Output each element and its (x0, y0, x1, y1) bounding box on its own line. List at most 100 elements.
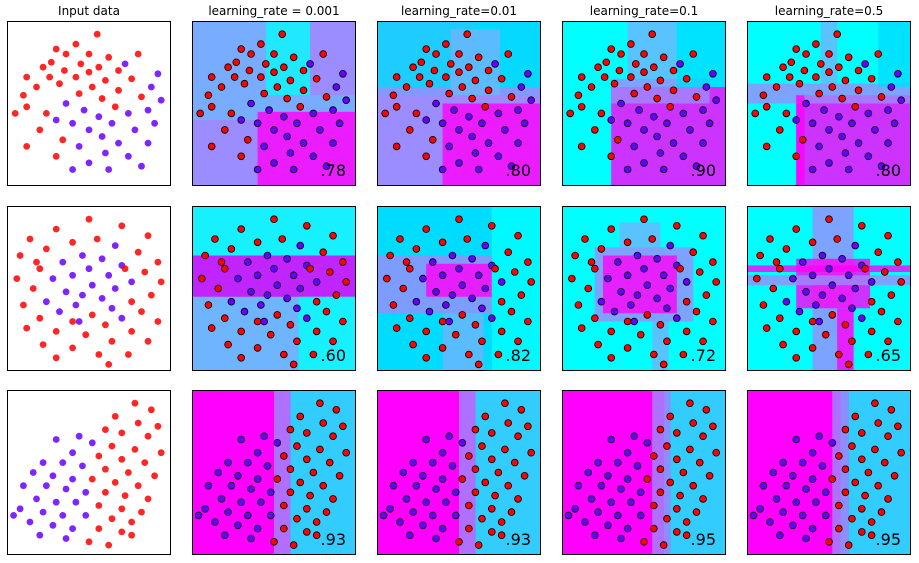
data-point (880, 268, 889, 276)
data-point (29, 285, 37, 292)
data-point (514, 106, 522, 114)
data-point (753, 274, 761, 283)
data-point (808, 238, 817, 247)
data-point (474, 53, 483, 62)
data-point (309, 152, 318, 161)
data-point (808, 448, 817, 457)
data-point (841, 488, 850, 497)
data-point (630, 142, 638, 151)
data-point (293, 304, 301, 313)
data-point (463, 235, 472, 243)
decision-region (670, 390, 726, 555)
data-point (286, 320, 295, 329)
data-point (270, 537, 278, 546)
data-point (69, 238, 76, 246)
data-point (128, 278, 136, 286)
panel-r1-c3: .72 (562, 206, 726, 371)
data-point (581, 518, 589, 526)
data-point (227, 109, 236, 118)
data-point (514, 432, 522, 441)
data-point (201, 504, 209, 513)
data-point (293, 442, 301, 450)
data-point (432, 287, 440, 296)
data-point (844, 53, 853, 62)
data-point (325, 458, 334, 467)
data-point (465, 452, 473, 460)
data-point (871, 126, 879, 134)
data-point (450, 106, 458, 114)
data-point (812, 40, 820, 48)
data-point (630, 432, 638, 441)
data-point (257, 498, 265, 507)
data-point (699, 231, 707, 240)
data-point (650, 501, 658, 510)
panel-frame (562, 206, 726, 371)
data-point (663, 337, 671, 346)
data-point (154, 258, 162, 266)
data-point (302, 429, 311, 437)
score-label: .60 (321, 346, 346, 365)
data-point (772, 83, 781, 91)
data-point (409, 458, 417, 467)
data-point (240, 79, 249, 88)
data-point (835, 501, 843, 510)
data-point (833, 235, 841, 243)
data-point (422, 435, 431, 444)
data-point (224, 458, 232, 467)
data-point (857, 314, 866, 323)
data-point (640, 159, 648, 167)
data-point (253, 448, 262, 457)
data-point (458, 311, 467, 319)
data-point (643, 438, 652, 447)
data-point (95, 351, 103, 358)
data-point (610, 79, 619, 88)
data-point (851, 478, 860, 487)
data-point (207, 103, 216, 111)
data-point (77, 60, 85, 68)
data-point (574, 91, 583, 100)
data-point (577, 324, 586, 332)
data-point (26, 518, 34, 526)
data-point (247, 534, 255, 543)
data-point (507, 93, 516, 101)
data-point (789, 274, 797, 283)
data-point (838, 294, 846, 303)
data-point (204, 301, 213, 309)
data-point (278, 235, 287, 243)
data-point (224, 340, 232, 349)
data-point (154, 70, 162, 78)
data-point (296, 284, 305, 293)
data-point (79, 291, 86, 299)
data-point (501, 399, 509, 408)
data-point (322, 508, 331, 516)
data-point (49, 275, 57, 282)
data-point (196, 109, 205, 118)
data-point (312, 278, 321, 286)
data-point (425, 79, 434, 88)
data-point (494, 350, 503, 359)
data-point (571, 251, 579, 260)
data-point (468, 294, 476, 303)
data-point (669, 139, 678, 147)
data-point (841, 149, 850, 157)
data-point (884, 106, 892, 114)
data-point (636, 511, 645, 520)
data-point (487, 455, 496, 464)
data-point (85, 50, 93, 58)
data-point (240, 307, 249, 316)
data-point (445, 89, 453, 98)
data-point (887, 83, 896, 91)
data-point (339, 258, 347, 266)
data-point (808, 475, 817, 483)
column-title-1: learning_rate = 0.001 (208, 4, 339, 18)
data-point (564, 511, 573, 520)
data-point (312, 518, 321, 526)
data-point (699, 432, 707, 441)
data-point (422, 498, 431, 507)
data-point (604, 521, 612, 530)
data-point (329, 231, 337, 240)
panel-frame (7, 206, 171, 371)
data-point (759, 481, 768, 490)
data-point (848, 442, 856, 450)
data-point (828, 311, 837, 319)
